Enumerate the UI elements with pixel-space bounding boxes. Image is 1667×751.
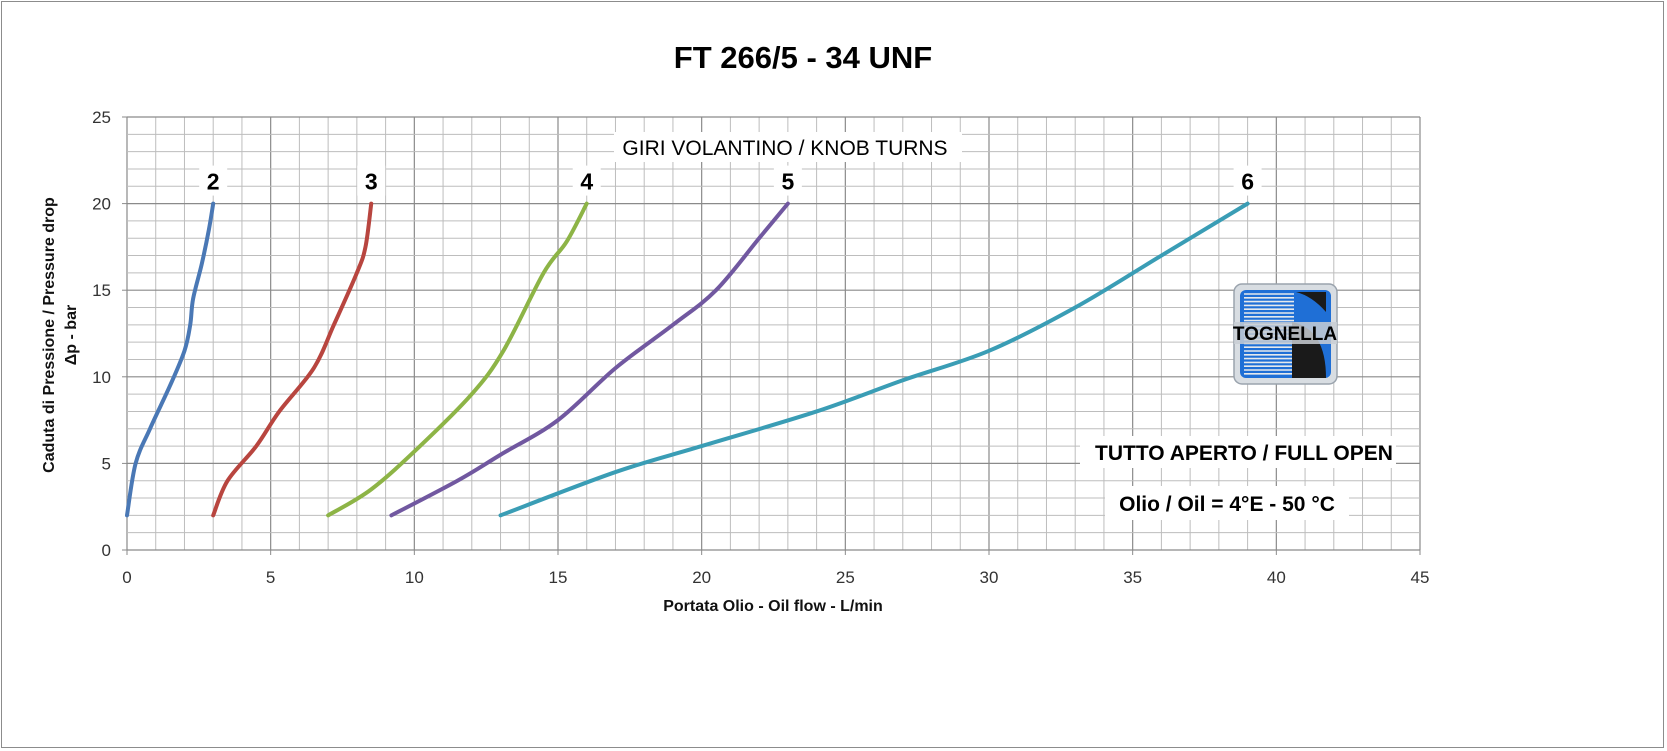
tognella-logo: TOGNELLA (1233, 283, 1338, 385)
series-line-3 (211, 201, 374, 518)
series-label-bg (1233, 165, 1262, 196)
y-tick-label: 20 (92, 195, 111, 214)
x-tick-label: 0 (122, 568, 131, 587)
x-tick-label: 25 (836, 568, 855, 587)
series-line-5 (389, 201, 790, 518)
series-line-4 (326, 201, 589, 518)
x-tick-label: 15 (549, 568, 568, 587)
series-line-6 (498, 201, 1250, 518)
series-line-2 (125, 201, 216, 518)
knob-turns-label: GIRI VOLANTINO / KNOB TURNS (622, 137, 947, 160)
y-axis-title-line1: Caduta di Pressione / Pressure drop (41, 197, 58, 473)
y-tick-label: 25 (92, 108, 111, 127)
x-tick-label: 45 (1411, 568, 1430, 587)
y-tick-label: 0 (102, 541, 111, 560)
series-label-bg (773, 165, 802, 196)
series-label-6: 6 (1241, 169, 1254, 195)
oil-box (1105, 486, 1349, 520)
logo-text: TOGNELLA (1233, 324, 1337, 345)
series-label-bg (357, 165, 386, 196)
x-tick-label: 5 (266, 568, 275, 587)
x-tick-label: 30 (980, 568, 999, 587)
full-open-box (1080, 436, 1396, 468)
x-axis-title: Portata Olio - Oil flow - L/min (663, 598, 883, 615)
x-tick-label: 35 (1123, 568, 1142, 587)
y-axis-title-line2: Δp - bar (63, 305, 80, 365)
series-label-2: 2 (207, 169, 220, 195)
series-label-5: 5 (781, 169, 794, 195)
oil-label: Olio / Oil = 4°E - 50 °C (1119, 493, 1335, 516)
series-group (125, 201, 1250, 518)
y-tick-label: 10 (92, 368, 111, 387)
series-labels: 2 3 4 5 6 (199, 165, 1262, 196)
chart-title: FT 266/5 - 34 UNF (674, 40, 932, 75)
y-tick-label: 5 (102, 454, 111, 473)
series-label-bg (572, 165, 601, 196)
series-label-bg (199, 165, 228, 196)
x-tick-label: 10 (405, 568, 424, 587)
y-tick-label: 15 (92, 281, 111, 300)
full-open-label: TUTTO APERTO / FULL OPEN (1095, 442, 1393, 465)
series-label-3: 3 (365, 169, 378, 195)
series-label-4: 4 (580, 169, 593, 195)
x-tick-label: 20 (692, 568, 711, 587)
knob-turns-box (614, 132, 962, 162)
x-tick-label: 40 (1267, 568, 1286, 587)
